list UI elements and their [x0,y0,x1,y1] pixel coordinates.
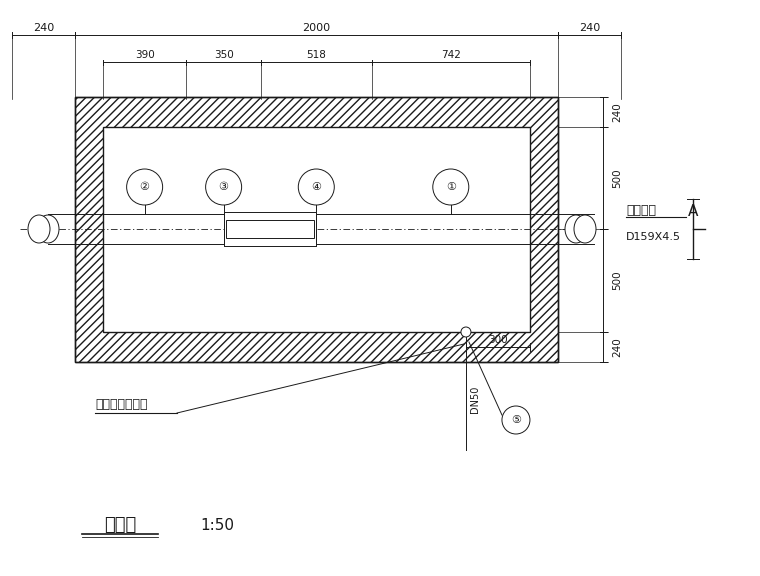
Circle shape [127,169,163,205]
Text: ②: ② [140,182,150,192]
Text: 500: 500 [612,168,622,188]
Circle shape [298,169,334,205]
Text: 240: 240 [612,102,622,122]
Text: 350: 350 [214,50,233,60]
Bar [103,127,530,332]
Text: 1:50: 1:50 [200,517,234,532]
Bar [226,219,315,238]
Ellipse shape [574,215,596,243]
Text: 390: 390 [135,50,154,60]
Circle shape [206,169,242,205]
Text: 300: 300 [488,335,508,345]
Bar [75,97,558,362]
Text: DN50: DN50 [470,385,480,412]
Text: 240: 240 [612,337,622,357]
Ellipse shape [565,215,587,243]
Text: D159X4.5: D159X4.5 [626,232,681,242]
Text: 240: 240 [33,23,54,33]
Text: 500: 500 [612,271,622,290]
Text: 518: 518 [306,50,326,60]
Circle shape [502,406,530,434]
Text: ⑤: ⑤ [511,415,521,425]
Circle shape [432,169,469,205]
Text: A: A [688,203,698,218]
Text: 742: 742 [441,50,461,60]
Text: ③: ③ [219,182,229,192]
Text: 至配水井: 至配水井 [626,204,656,218]
Text: ①: ① [446,182,456,192]
Text: 240: 240 [579,23,600,33]
Bar [75,97,558,362]
Text: ④: ④ [312,182,321,192]
Text: 就近排入检查井: 就近排入检查井 [95,399,147,411]
Ellipse shape [37,215,59,243]
Circle shape [461,327,471,337]
Text: 2000: 2000 [302,23,331,33]
Text: 平面图: 平面图 [104,516,136,534]
Bar [223,212,316,246]
Ellipse shape [28,215,50,243]
